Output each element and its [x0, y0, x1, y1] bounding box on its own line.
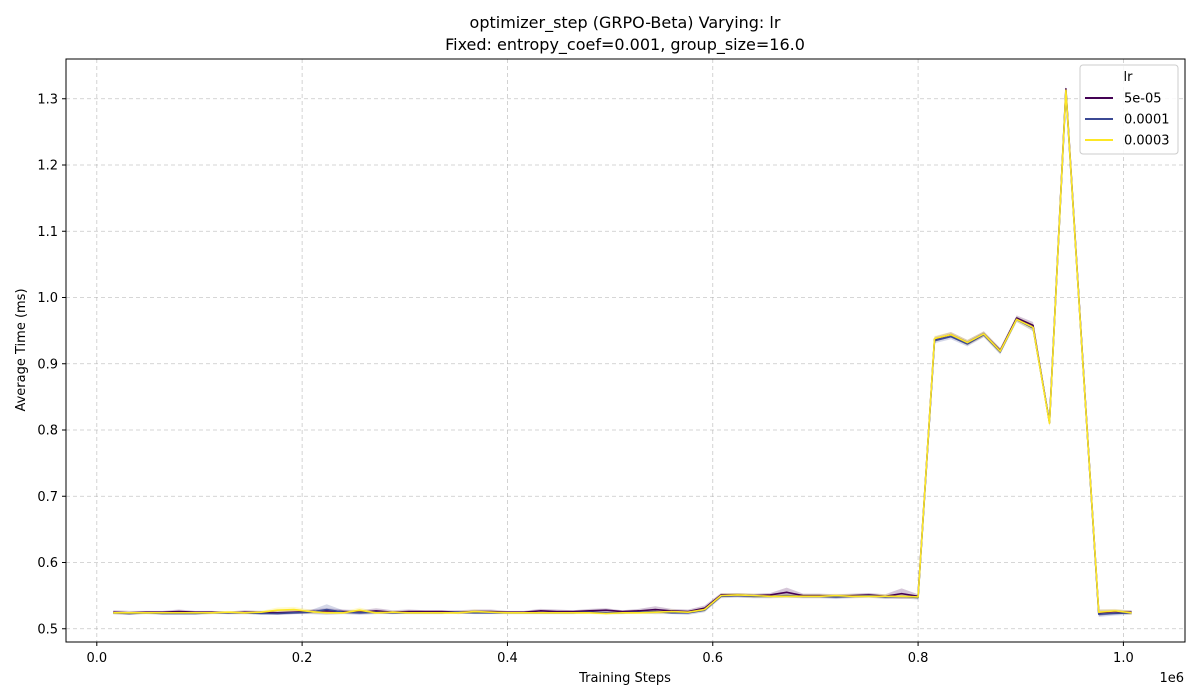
legend-box: [1079, 64, 1179, 155]
legend-entries: 5e-05 0.0001 0.0003: [1085, 92, 1170, 149]
y-tick-label: 1.0: [37, 291, 58, 306]
y-tick-label: 0.8: [37, 424, 58, 439]
x-tick-label: 0.8: [908, 651, 929, 666]
y-tick-label: 1.2: [37, 159, 58, 174]
x-axis-ticks: 0.0 0.2 0.4 0.6 0.8 1.0: [86, 642, 1134, 666]
y-tick-label: 1.3: [37, 92, 58, 107]
legend-title: lr: [1124, 70, 1134, 85]
y-tick-label: 1.1: [37, 225, 58, 240]
legend: lr 5e-05 0.0001 0.0003: [1079, 64, 1179, 155]
chart-subtitle: Fixed: entropy_coef=0.001, group_size=16…: [445, 35, 805, 55]
x-tick-label: 1.0: [1113, 651, 1134, 666]
y-tick-label: 0.9: [37, 357, 58, 372]
x-tick-label: 0.6: [702, 651, 723, 666]
y-tick-label: 0.6: [37, 556, 58, 571]
legend-label-0.0001: 0.0001: [1124, 113, 1170, 128]
x-tick-label: 0.4: [497, 651, 518, 666]
chart-title: optimizer_step (GRPO-Beta) Varying: lr: [470, 13, 781, 33]
y-tick-label: 0.5: [37, 622, 58, 637]
series-line-5e-05: [113, 88, 1132, 614]
x-axis-offset-label: 1e6: [1159, 671, 1184, 686]
series-lines: [113, 88, 1132, 615]
x-tick-label: 0.0: [86, 651, 107, 666]
y-axis-label: Average Time (ms): [14, 288, 29, 411]
y-tick-label: 0.7: [37, 490, 58, 505]
series-band-0.0001: [113, 88, 1132, 617]
legend-label-0.0003: 0.0003: [1124, 134, 1170, 149]
grid: [66, 59, 1185, 642]
legend-label-5e-05: 5e-05: [1124, 92, 1162, 107]
x-tick-label: 0.2: [292, 651, 313, 666]
series-line-0.0003: [113, 89, 1132, 615]
plot-area-frame: [65, 58, 1186, 643]
series-band-0.0003: [113, 86, 1132, 615]
series-line-0.0001: [113, 90, 1132, 615]
y-axis-ticks: 0.5 0.6 0.7 0.8 0.9 1.0 1.1 1.2 1.3: [37, 92, 66, 637]
x-axis-label: Training Steps: [578, 671, 671, 686]
